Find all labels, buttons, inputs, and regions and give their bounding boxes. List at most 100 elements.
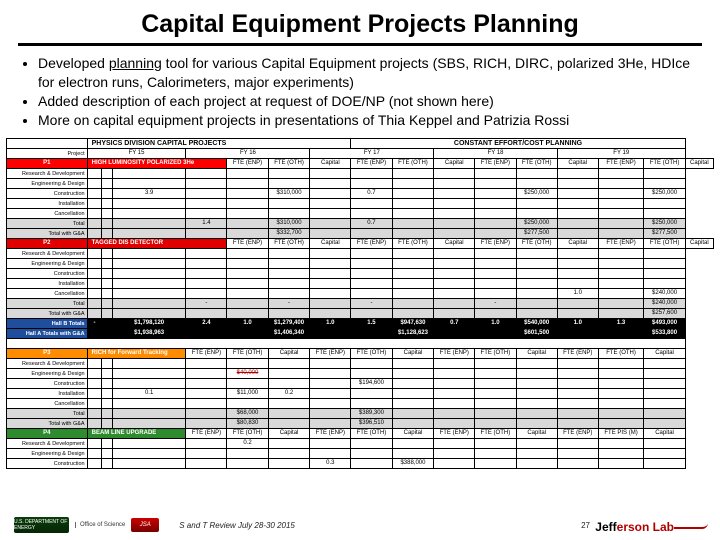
cell: Capital: [310, 239, 351, 249]
cell: $250,000: [516, 189, 557, 199]
cell: [598, 179, 644, 189]
cell: [268, 419, 310, 429]
cell: [186, 289, 227, 299]
cell: [557, 369, 598, 379]
cell: -: [268, 299, 310, 309]
cell: [87, 189, 102, 199]
cell: [227, 269, 268, 279]
cell: [351, 389, 392, 399]
cell: [186, 249, 227, 259]
cell: FY 16: [186, 149, 310, 159]
cell: [102, 279, 112, 289]
cell: [598, 399, 644, 409]
cell: [112, 269, 186, 279]
cell: [87, 289, 102, 299]
cell: [227, 279, 268, 289]
cell: [310, 449, 351, 459]
cell: [557, 169, 598, 179]
cell: [516, 199, 557, 209]
cell: [475, 359, 516, 369]
cell: [268, 369, 310, 379]
cell: FTE (ENP): [310, 349, 351, 359]
cell: [186, 309, 227, 319]
cell: [475, 389, 516, 399]
cell: [102, 189, 112, 199]
cell: [516, 459, 557, 469]
cell: [644, 199, 685, 209]
cell: Research & Development: [7, 359, 88, 369]
cell: [112, 169, 186, 179]
cell: [227, 359, 268, 369]
cell: Total: [7, 219, 88, 229]
cell: [102, 289, 112, 299]
cell: [434, 179, 475, 189]
cell: 3.9: [112, 189, 186, 199]
cell: FTE (OTH): [351, 349, 392, 359]
cell: $40,000: [227, 369, 268, 379]
cell: [392, 269, 434, 279]
cell: [102, 179, 112, 189]
cell: [87, 259, 102, 269]
cell: 0.7: [351, 189, 392, 199]
cell: [102, 329, 112, 339]
cell: $533,800: [644, 329, 685, 339]
cell: Capital: [685, 159, 713, 169]
cell: [557, 449, 598, 459]
cell: [268, 209, 310, 219]
cell: [557, 399, 598, 409]
cell: [434, 309, 475, 319]
cell: [516, 359, 557, 369]
cell: [227, 399, 268, 409]
cell: [186, 269, 227, 279]
cell: [516, 389, 557, 399]
cell: BEAM LINE UPGRADE: [87, 429, 186, 439]
cell: [644, 279, 685, 289]
cell: RICH for Forward Tracking: [87, 349, 186, 359]
cell: [475, 459, 516, 469]
cell: [351, 449, 392, 459]
cell: [268, 399, 310, 409]
cell: Capital: [268, 429, 310, 439]
cell: [268, 379, 310, 389]
cell: FTE (ENP): [434, 349, 475, 359]
cell: Total: [7, 299, 88, 309]
cell: [516, 269, 557, 279]
footer-logos-left: U.S. DEPARTMENT OF ENERGY Office of Scie…: [0, 517, 159, 533]
cell: [644, 269, 685, 279]
cell: [557, 279, 598, 289]
cell: [227, 199, 268, 209]
cell: [186, 209, 227, 219]
cell: Total with G&A: [7, 309, 88, 319]
cell: [351, 199, 392, 209]
cell: [87, 419, 102, 429]
cell: [351, 359, 392, 369]
cell: [268, 359, 310, 369]
cell: [557, 219, 598, 229]
cell: [598, 259, 644, 269]
cell: [392, 289, 434, 299]
cell: [102, 249, 112, 259]
cell: [102, 229, 112, 239]
cell: FY 17: [310, 149, 434, 159]
cell: [310, 409, 351, 419]
cell: FTE (OTH): [644, 239, 685, 249]
cell: [102, 169, 112, 179]
cell: [310, 249, 351, 259]
cell: FTE (ENP): [557, 429, 598, 439]
cell: [392, 179, 434, 189]
cell: [227, 379, 268, 389]
cell: [102, 439, 112, 449]
cell: Construction: [7, 189, 88, 199]
cell: Project: [7, 149, 88, 159]
cell: FTE (ENP): [186, 429, 227, 439]
cell: [557, 229, 598, 239]
cell: Engineering & Design: [7, 449, 88, 459]
cell: [644, 409, 685, 419]
cell: [87, 449, 102, 459]
cell: $257,600: [644, 309, 685, 319]
cell: $1,798,120: [112, 319, 186, 329]
cell: FTE (ENP): [475, 239, 516, 249]
cell: [598, 459, 644, 469]
cell: [475, 399, 516, 409]
cell: [227, 179, 268, 189]
